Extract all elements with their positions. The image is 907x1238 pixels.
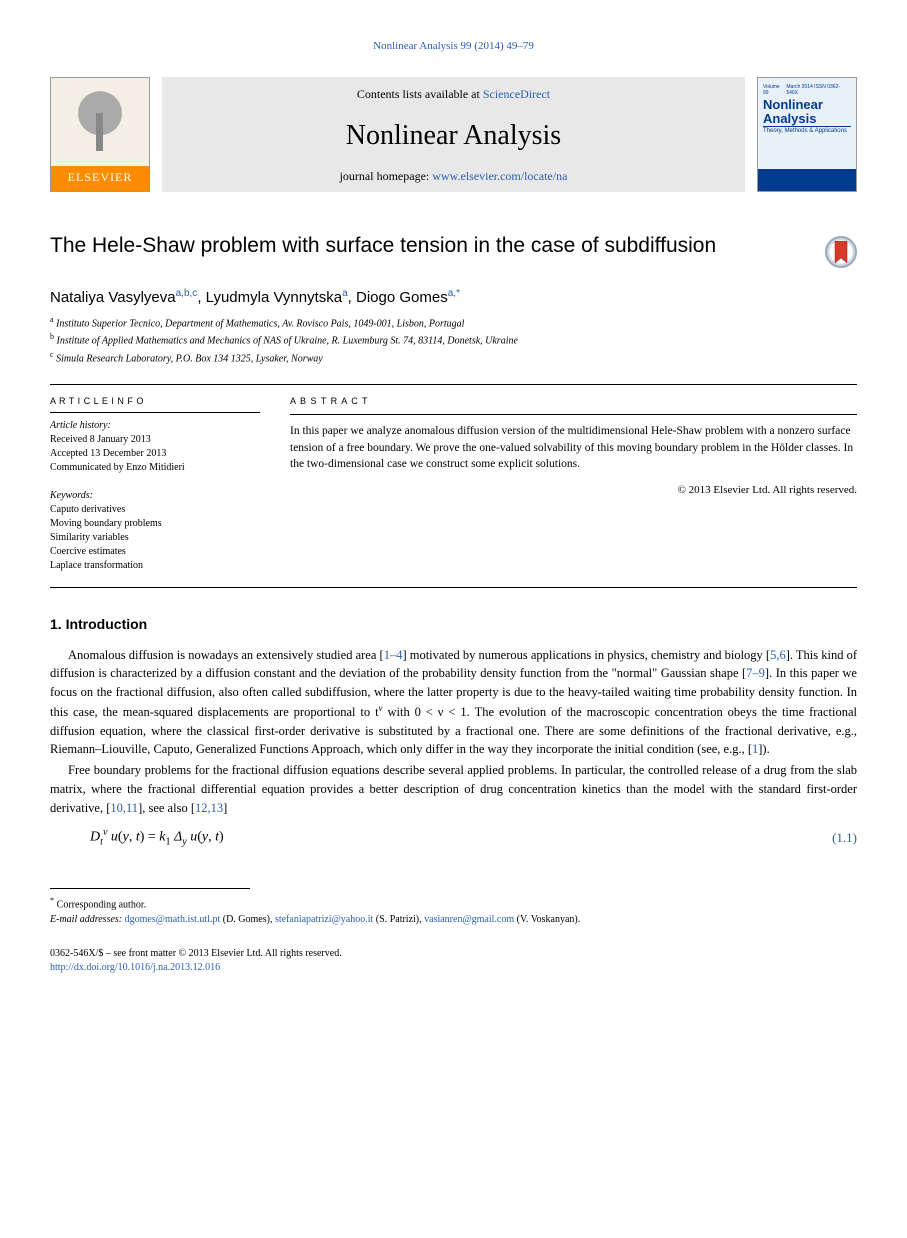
email-1[interactable]: dgomes@math.ist.utl.pt [125, 914, 221, 925]
article-title: The Hele-Shaw problem with surface tensi… [50, 232, 716, 260]
author-3: Diogo Gomesa,* [356, 289, 460, 306]
running-header-journal: Nonlinear Analysis [373, 40, 458, 52]
sciencedirect-link[interactable]: ScienceDirect [483, 87, 550, 101]
para-2: Free boundary problems for the fractiona… [50, 761, 857, 817]
eq-1-1-math: Dtν u(y, t) = k1 Δy u(y, t) [90, 827, 224, 847]
equation-1-1: Dtν u(y, t) = k1 Δy u(y, t) (1.1) [90, 827, 857, 847]
article-info-header: A R T I C L E I N F O [50, 395, 260, 408]
contents-prefix: Contents lists available at [357, 87, 483, 101]
abstract-text: In this paper we analyze anomalous diffu… [290, 423, 857, 473]
bookmark-icon [833, 241, 849, 263]
keywords-header: Keywords: [50, 489, 260, 503]
email-label: E-mail addresses: [50, 914, 122, 925]
author-3-corr: * [456, 288, 460, 299]
title-row: The Hele-Shaw problem with surface tensi… [50, 232, 857, 268]
info-rule [50, 412, 260, 413]
section-1-title: Introduction [66, 616, 148, 632]
article-info: A R T I C L E I N F O Article history: R… [50, 395, 260, 573]
cover-band [758, 169, 856, 191]
homepage-prefix: journal homepage: [340, 169, 433, 183]
ref-12-13[interactable]: 12,13 [195, 801, 223, 815]
section-1-heading: 1. Introduction [50, 616, 857, 632]
ref-10-11[interactable]: 10,11 [110, 801, 138, 815]
rule-bottom [50, 587, 857, 588]
ref-5-6[interactable]: 5,6 [770, 648, 786, 662]
author-2-affs: a [342, 288, 348, 299]
elsevier-logo[interactable]: ELSEVIER [50, 77, 150, 192]
crossmark-badge[interactable] [825, 236, 857, 268]
history-received: Received 8 January 2013 [50, 433, 260, 447]
history-communicated: Communicated by Enzo Mitidieri [50, 461, 260, 475]
elsevier-label: ELSEVIER [51, 166, 149, 191]
footer: 0362-546X/$ – see front matter © 2013 El… [50, 947, 857, 975]
affiliations: a Instituto Superior Tecnico, Department… [50, 314, 857, 366]
footnotes-rule [50, 888, 250, 889]
keyword-4: Coercive estimates [50, 545, 260, 559]
authors: Nataliya Vasylyevaa,b,c, Lyudmyla Vynnyt… [50, 288, 857, 306]
elsevier-tree-icon [51, 78, 149, 166]
journal-box: Contents lists available at ScienceDirec… [162, 77, 745, 192]
history-accepted: Accepted 13 December 2013 [50, 447, 260, 461]
corr-text: Corresponding author. [57, 899, 146, 910]
running-header-citation: 99 (2014) 49–79 [461, 40, 534, 52]
footer-doi[interactable]: http://dx.doi.org/10.1016/j.na.2013.12.0… [50, 962, 220, 973]
email-2[interactable]: stefaniapatrizi@yahoo.it [275, 914, 373, 925]
journal-cover-thumb[interactable]: Volume 99 March 2014 ISSN 0362-546X Nonl… [757, 77, 857, 192]
keyword-5: Laplace transformation [50, 559, 260, 573]
keyword-3: Similarity variables [50, 531, 260, 545]
ref-7-9[interactable]: 7–9 [746, 666, 765, 680]
homepage-link[interactable]: www.elsevier.com/locate/na [432, 169, 567, 183]
journal-title: Nonlinear Analysis [346, 120, 561, 152]
author-1: Nataliya Vasylyevaa,b,c [50, 289, 197, 306]
keyword-2: Moving boundary problems [50, 517, 260, 531]
abstract-copyright: © 2013 Elsevier Ltd. All rights reserved… [290, 483, 857, 499]
cover-title: Nonlinear Analysis [763, 98, 851, 125]
abstract-rule [290, 414, 857, 415]
running-header: Nonlinear Analysis 99 (2014) 49–79 [50, 40, 857, 52]
para-1: Anomalous diffusion is nowadays an exten… [50, 646, 857, 760]
inline-math-tnu: tν [375, 705, 382, 719]
homepage-line: journal homepage: www.elsevier.com/locat… [340, 169, 568, 184]
footer-issn: 0362-546X/$ – see front matter © 2013 El… [50, 947, 857, 961]
cover-issn: March 2014 ISSN 0362-546X [786, 84, 851, 96]
affiliation-b: b Institute of Applied Mathematics and M… [50, 331, 857, 348]
section-1-number: 1. [50, 616, 62, 632]
abstract: A B S T R A C T In this paper we analyze… [290, 395, 857, 573]
abstract-header: A B S T R A C T [290, 395, 857, 408]
footnote-emails: E-mail addresses: dgomes@math.ist.utl.pt… [50, 912, 857, 927]
history-header: Article history: [50, 419, 260, 433]
meta-abstract-row: A R T I C L E I N F O Article history: R… [50, 385, 857, 587]
keyword-1: Caputo derivatives [50, 503, 260, 517]
affiliation-c: c Simula Research Laboratory, P.O. Box 1… [50, 349, 857, 366]
eq-1-1-number: (1.1) [832, 830, 857, 846]
email-3[interactable]: vasianren@gmail.com [424, 914, 514, 925]
author-1-affs: a,b,c [176, 288, 198, 299]
footnote-corr: * Corresponding author. [50, 895, 857, 912]
author-2: Lyudmyla Vynnytskaa [206, 289, 348, 306]
cover-subtitle: Theory, Methods & Applications [763, 126, 851, 134]
masthead: ELSEVIER Contents lists available at Sci… [50, 77, 857, 192]
cover-volume: Volume 99 [763, 84, 786, 96]
corr-symbol: * [50, 896, 54, 905]
ref-1-4[interactable]: 1–4 [384, 648, 403, 662]
contents-line: Contents lists available at ScienceDirec… [357, 87, 550, 102]
affiliation-a: a Instituto Superior Tecnico, Department… [50, 314, 857, 331]
author-3-affs: a, [448, 288, 456, 299]
section-1-body: Anomalous diffusion is nowadays an exten… [50, 646, 857, 848]
footnotes: * Corresponding author. E-mail addresses… [50, 895, 857, 927]
